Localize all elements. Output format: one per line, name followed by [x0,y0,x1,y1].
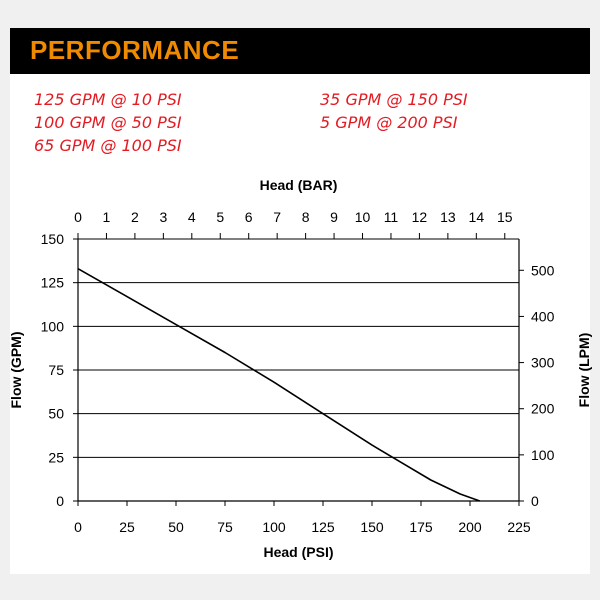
x-tick-label: 125 [311,519,335,535]
x-tick-label: 225 [507,519,531,535]
x2-tick-label: 10 [355,209,371,225]
y2-tick-label: 300 [531,355,555,371]
rating-item: 35 GPM @ 150 PSI [320,90,468,109]
y2-tick-label: 400 [531,308,555,324]
x2-tick-label: 4 [188,209,196,225]
grid-layer [78,238,519,458]
page-title: PERFORMANCE [30,35,240,65]
y-tick-label: 125 [41,275,65,291]
x2-tick-label: 9 [330,209,338,225]
x-axis-title: Head (PSI) [263,544,333,560]
x-tick-label: 0 [74,519,82,535]
y2-tick-label: 100 [531,447,555,463]
rating-item: 5 GPM @ 200 PSI [320,113,458,132]
y-tick-label: 100 [41,318,65,334]
y2-tick-label: 500 [531,262,555,278]
x2-tick-label: 15 [497,209,513,225]
performance-panel: PERFORMANCE 125 GPM @ 10 PSI 100 GPM @ 5… [10,28,590,574]
x2-axis-title: Head (BAR) [260,177,338,193]
performance-ratings: 125 GPM @ 10 PSI 100 GPM @ 50 PSI 65 GPM… [10,90,590,160]
x-tick-label: 50 [168,519,184,535]
x-tick-label: 25 [119,519,135,535]
x2-tick-label: 8 [302,209,310,225]
y-tick-label: 50 [48,406,64,422]
x2-tick-label: 0 [74,209,82,225]
x2-tick-label: 1 [103,209,111,225]
rating-item: 65 GPM @ 100 PSI [34,136,182,155]
x-tick-label: 75 [217,519,233,535]
x2-tick-label: 12 [412,209,428,225]
y2-axis-title: Flow (LPM) [576,333,592,408]
axis-layer [73,233,524,506]
series-layer [77,268,481,502]
x2-tick-label: 5 [216,209,224,225]
x2-tick-label: 7 [273,209,281,225]
x2-tick-label: 13 [440,209,456,225]
rating-item: 125 GPM @ 10 PSI [34,90,182,109]
y2-tick-label: 200 [531,401,555,417]
y-axis-title: Flow (GPM) [8,332,24,409]
y-tick-label: 25 [48,449,64,465]
x2-tick-label: 14 [469,209,485,225]
y-tick-label: 0 [56,493,64,509]
flow-curve [77,268,481,502]
x2-tick-label: 6 [245,209,253,225]
rating-item: 100 GPM @ 50 PSI [34,113,182,132]
y-tick-label: 75 [48,362,64,378]
header-bar: PERFORMANCE [10,28,590,74]
x-tick-label: 175 [409,519,433,535]
y-tick-label: 150 [41,231,65,247]
x2-tick-label: 3 [159,209,167,225]
x-tick-label: 150 [360,519,384,535]
y2-tick-label: 0 [531,493,539,509]
x-tick-label: 200 [458,519,482,535]
x-tick-label: 100 [262,519,286,535]
x2-tick-label: 2 [131,209,139,225]
x2-tick-label: 11 [384,209,399,225]
